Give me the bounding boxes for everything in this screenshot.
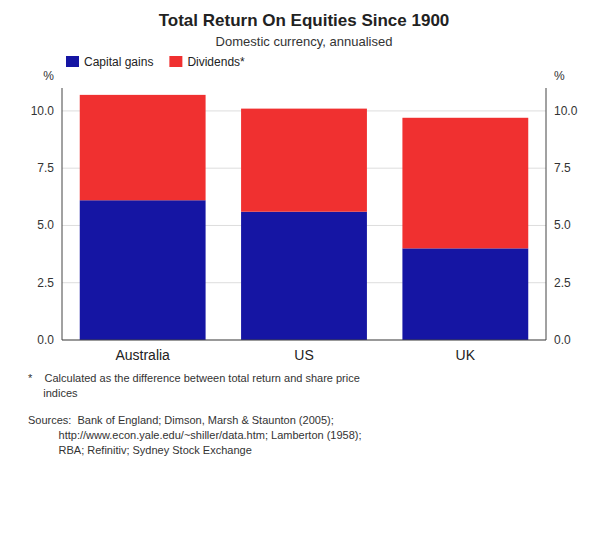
grid-line bbox=[62, 340, 546, 341]
legend: Capital gains Dividends* bbox=[66, 55, 245, 69]
y2-tick-label: 0.0 bbox=[554, 333, 571, 347]
footnote: Sources: Bank of England; Dimson, Marsh … bbox=[28, 414, 362, 456]
y-tick-label: 0.0 bbox=[37, 333, 54, 347]
bars bbox=[80, 95, 529, 340]
legend-swatch bbox=[66, 56, 79, 67]
x-tick-label: Australia bbox=[115, 347, 170, 363]
x-tick-label: UK bbox=[456, 347, 476, 363]
bar bbox=[241, 109, 367, 212]
legend-swatch bbox=[169, 56, 182, 67]
y-tick-label: 7.5 bbox=[37, 161, 54, 175]
footnote-line: RBA; Refinitiv; Sydney Stock Exchange bbox=[28, 444, 252, 456]
legend-label: Capital gains bbox=[84, 55, 153, 69]
bar bbox=[402, 118, 528, 249]
footnote-line: Sources: Bank of England; Dimson, Marsh … bbox=[28, 414, 334, 426]
y-tick-label: 10.0 bbox=[31, 104, 55, 118]
bar bbox=[80, 95, 206, 200]
bar bbox=[241, 212, 367, 340]
y-axis-label: % bbox=[43, 69, 54, 83]
legend-item: Capital gains bbox=[66, 55, 153, 69]
legend-item: Dividends* bbox=[169, 55, 245, 69]
y-tick-label: 5.0 bbox=[37, 218, 54, 232]
y2-axis-line bbox=[546, 88, 547, 340]
subtitle: Domestic currency, annualised bbox=[216, 34, 393, 49]
y-tick-label: 2.5 bbox=[37, 276, 54, 290]
footnote-line: * Calculated as the difference between t… bbox=[28, 372, 360, 384]
bar bbox=[80, 200, 206, 340]
y-axis-line bbox=[62, 88, 63, 340]
footnote: * Calculated as the difference between t… bbox=[28, 372, 360, 399]
footnote-line: indices bbox=[28, 387, 78, 399]
chart: Total Return On Equities Since 1900 Domes… bbox=[0, 0, 608, 539]
y2-tick-label: 5.0 bbox=[554, 218, 571, 232]
y2-axis-label: % bbox=[554, 69, 565, 83]
footnote-line: http://www.econ.yale.edu/~shiller/data.h… bbox=[28, 429, 362, 441]
x-tick-label: US bbox=[294, 347, 313, 363]
y2-tick-label: 10.0 bbox=[554, 104, 578, 118]
legend-label: Dividends* bbox=[187, 55, 245, 69]
x-axis-line bbox=[62, 340, 546, 341]
y2-tick-label: 7.5 bbox=[554, 161, 571, 175]
y2-tick-label: 2.5 bbox=[554, 276, 571, 290]
bar bbox=[402, 248, 528, 340]
title: Total Return On Equities Since 1900 bbox=[159, 11, 450, 30]
